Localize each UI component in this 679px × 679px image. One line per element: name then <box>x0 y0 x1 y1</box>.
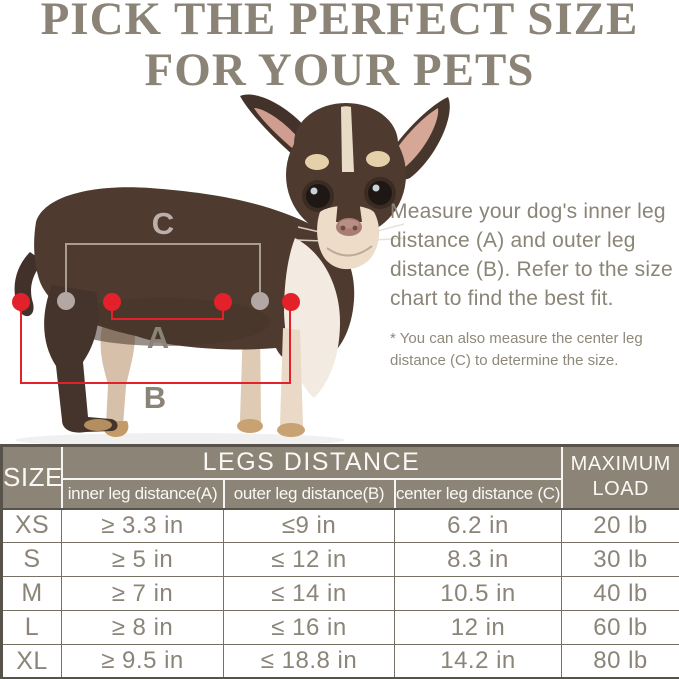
gray-measure-dot <box>251 292 269 310</box>
red-measure-dot <box>103 293 121 311</box>
measurement-overlay <box>12 243 300 384</box>
dog-head-group <box>240 94 450 270</box>
header-maximum-load: MAXIMUM LOAD <box>560 444 679 510</box>
cell-load: 60 lb <box>561 610 679 645</box>
red-measure-dot <box>214 293 232 311</box>
subheader-center: center leg distance (C) <box>393 477 563 510</box>
bracket-c <box>65 243 261 301</box>
size-chart: SIZE LEGS DISTANCE MAXIMUM LOAD inner le… <box>0 444 679 679</box>
label-outer-b: B <box>143 380 167 415</box>
header-row-1: SIZE LEGS DISTANCE MAXIMUM LOAD <box>0 444 679 510</box>
instruction-footnote: * You can also measure the center leg di… <box>390 330 643 369</box>
cell-outer: ≤ 16 in <box>223 610 395 645</box>
dog-shadow <box>15 433 345 447</box>
dog-body-group <box>14 187 355 437</box>
instruction-paragraph: Measure your dog's inner leg distance (A… <box>390 200 673 310</box>
header-row-2: inner leg distance(A) outer leg distance… <box>2 477 679 510</box>
table-row-m: M ≥ 7 in ≤ 14 in 10.5 in 40 lb <box>1 576 679 611</box>
cell-inner: ≥ 5 in <box>61 542 224 577</box>
cell-outer: ≤ 14 in <box>223 576 395 611</box>
subheader-inner: inner leg distance(A) <box>60 477 225 510</box>
red-measure-dot <box>282 293 300 311</box>
cell-inner: ≥ 9.5 in <box>61 644 224 679</box>
cell-inner: ≥ 3.3 in <box>61 508 224 543</box>
cell-center: 6.2 in <box>394 508 562 543</box>
cell-load: 20 lb <box>561 508 679 543</box>
label-inner-a: A <box>146 320 170 355</box>
cell-center: 10.5 in <box>394 576 562 611</box>
cell-size: L <box>1 610 62 645</box>
cell-load: 30 lb <box>561 542 679 577</box>
table-row-xl: XL ≥ 9.5 in ≤ 18.8 in 14.2 in 80 lb <box>1 644 679 679</box>
cell-size: S <box>1 542 62 577</box>
cell-center: 14.2 in <box>394 644 562 679</box>
subheader-outer: outer leg distance(B) <box>222 477 396 510</box>
page-title-line-1: PICK THE PERFECT SIZE <box>40 0 639 45</box>
gray-measure-dot <box>57 292 75 310</box>
size-chart-table: SIZE LEGS DISTANCE MAXIMUM LOAD inner le… <box>0 444 679 679</box>
cell-outer: ≤ 12 in <box>223 542 395 577</box>
label-center-c: C <box>151 206 175 241</box>
header-legs-distance: LEGS DISTANCE <box>60 444 563 480</box>
cell-center: 8.3 in <box>394 542 562 577</box>
cell-inner: ≥ 8 in <box>61 610 224 645</box>
dog-eye <box>306 184 330 208</box>
cell-size: XL <box>1 644 62 679</box>
table-row-s: S ≥ 5 in ≤ 12 in 8.3 in 30 lb <box>1 542 679 577</box>
instruction-block: Measure your dog's inner leg distance (A… <box>390 197 679 372</box>
red-measure-dot <box>12 293 30 311</box>
cell-size: M <box>1 576 62 611</box>
page-title-line-2: FOR YOUR PETS <box>144 44 535 96</box>
cell-load: 40 lb <box>561 576 679 611</box>
table-row-l: L ≥ 8 in ≤ 16 in 12 in 60 lb <box>1 610 679 645</box>
cell-load: 80 lb <box>561 644 679 679</box>
cell-center: 12 in <box>394 610 562 645</box>
cell-inner: ≥ 7 in <box>61 576 224 611</box>
dog-eye <box>368 181 392 205</box>
cell-size: XS <box>1 508 62 543</box>
header-size: SIZE <box>0 444 63 510</box>
bracket-b <box>20 302 291 384</box>
page-title: PICK THE PERFECT SIZE FOR YOUR PETS <box>0 0 679 96</box>
table-row-xs: XS ≥ 3.3 in ≤9 in 6.2 in 20 lb <box>1 508 679 543</box>
cell-outer: ≤ 18.8 in <box>223 644 395 679</box>
cell-outer: ≤9 in <box>223 508 395 543</box>
